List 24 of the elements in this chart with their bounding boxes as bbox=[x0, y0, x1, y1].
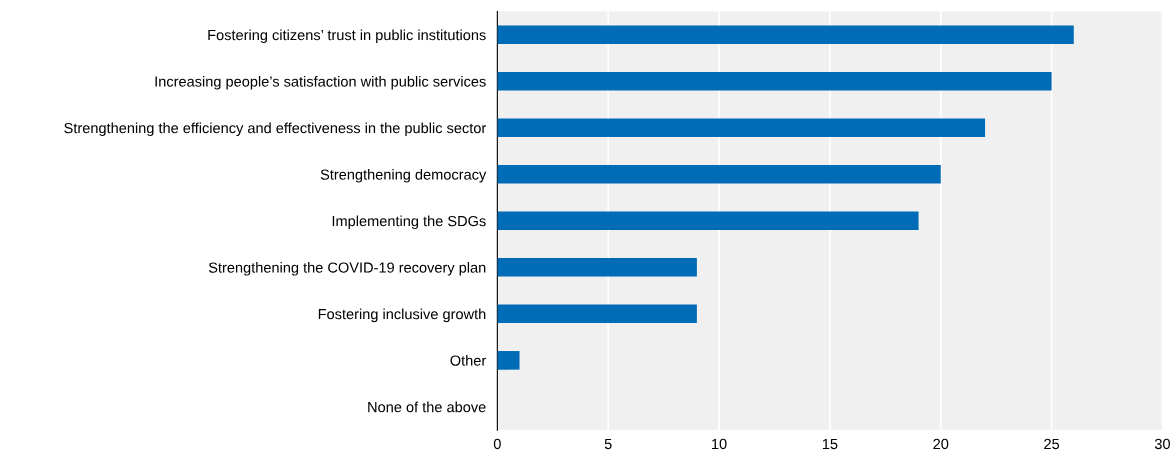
bar bbox=[497, 258, 697, 277]
y-tick-label: Strengthening the efficiency and effectiveness in the public sector bbox=[64, 122, 487, 137]
y-tick-label: Fostering citizens’ trust in public institutions bbox=[208, 29, 486, 44]
bar bbox=[497, 71, 1052, 91]
y-tick-label: Increasing people’s satisfaction with public services bbox=[155, 75, 486, 90]
x-tick-label: 30 bbox=[1154, 438, 1170, 450]
x-tick-label: 10 bbox=[712, 438, 727, 450]
y-tick-label: Strengthening the COVID-19 recovery plan bbox=[208, 262, 486, 276]
bar bbox=[497, 164, 941, 184]
x-tick-label: 15 bbox=[822, 438, 838, 450]
x-tick-label: 20 bbox=[933, 438, 949, 450]
y-tick-label: Other bbox=[450, 355, 486, 366]
bar bbox=[497, 304, 697, 324]
bar bbox=[497, 118, 986, 138]
bar bbox=[497, 351, 520, 370]
y-tick-label: Strengthening democracy bbox=[320, 169, 487, 183]
bar bbox=[497, 25, 1074, 45]
y-tick-label: Implementing the SDGs bbox=[332, 215, 486, 230]
bar bbox=[497, 211, 919, 231]
x-tick-label: 5 bbox=[604, 438, 612, 450]
y-tick-label: None of the above bbox=[368, 401, 486, 413]
x-tick-label: 25 bbox=[1044, 438, 1060, 450]
y-tick-label: Fostering inclusive growth bbox=[318, 308, 486, 323]
x-tick-label: 0 bbox=[493, 438, 501, 450]
